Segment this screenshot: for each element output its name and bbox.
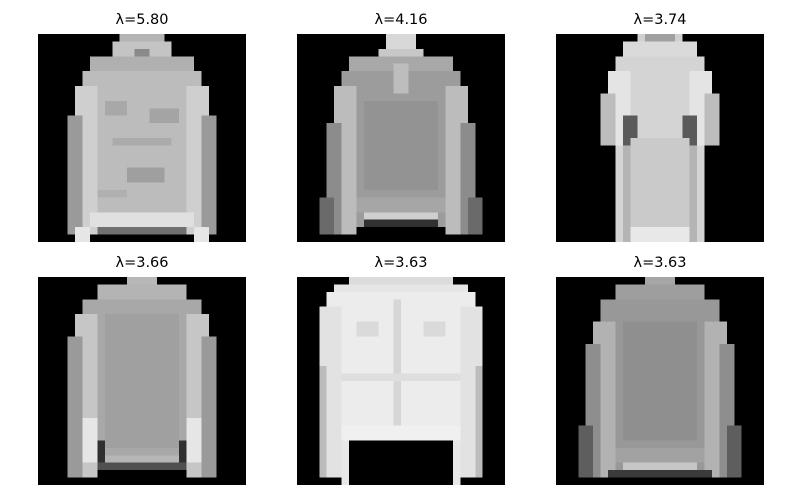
panel-title: λ=3.74 bbox=[633, 12, 687, 28]
panel-title: λ=3.63 bbox=[633, 255, 687, 271]
panel-title: λ=3.63 bbox=[374, 255, 428, 271]
hooded-pullover-image bbox=[38, 34, 246, 242]
panel-title: λ=3.66 bbox=[115, 255, 169, 271]
long-dress-image bbox=[556, 34, 764, 242]
grey-pullover-image bbox=[556, 277, 764, 485]
long-sleeve-top-image bbox=[38, 277, 246, 485]
white-shirt-image bbox=[297, 277, 505, 485]
panel-title: λ=5.80 bbox=[115, 12, 169, 28]
panel-title: λ=4.16 bbox=[374, 12, 428, 28]
zip-pullover-image bbox=[297, 34, 505, 242]
